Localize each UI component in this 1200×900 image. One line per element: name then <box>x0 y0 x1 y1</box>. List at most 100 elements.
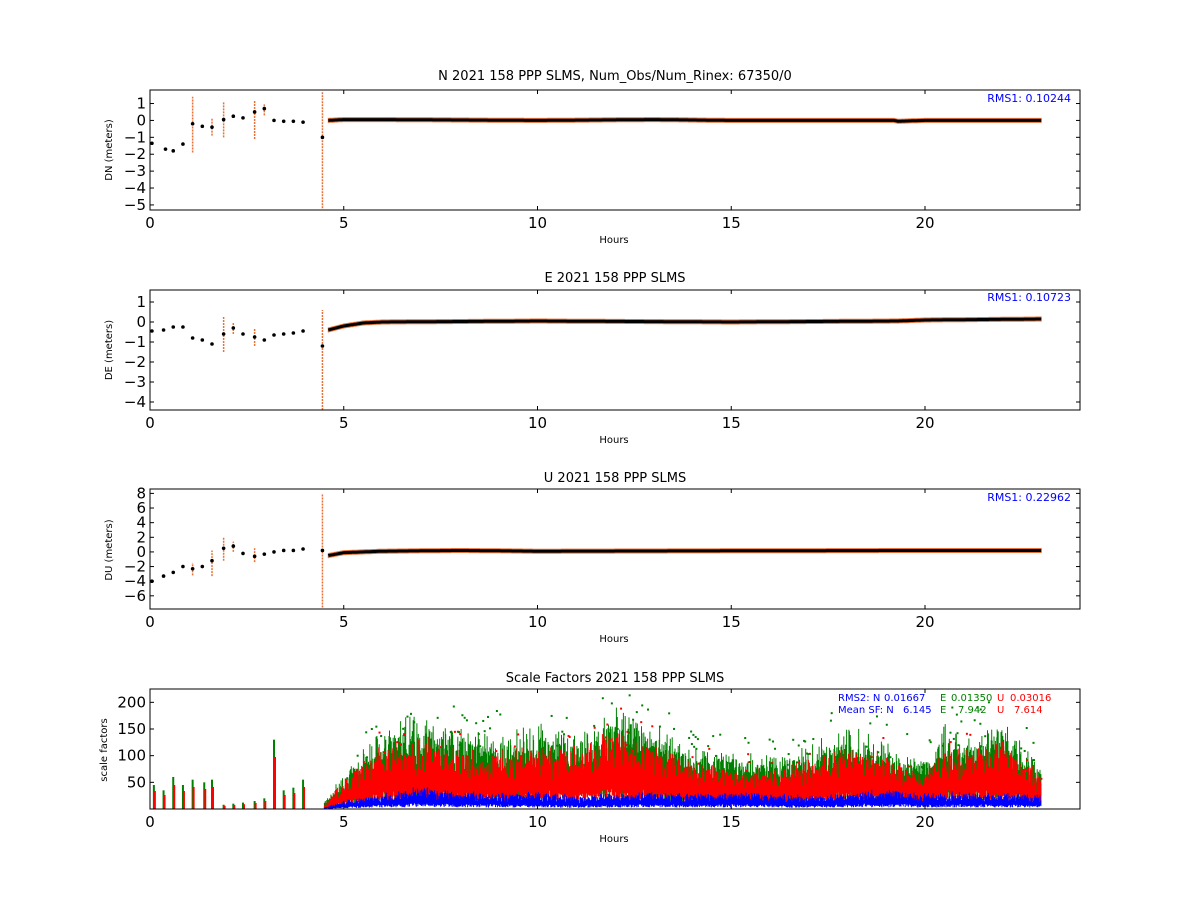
scale-factor-outlier <box>830 712 833 715</box>
scale-factor-outlier <box>641 704 644 707</box>
scale-factor-outlier <box>463 716 466 719</box>
north-ytick-label: −4 <box>124 179 146 197</box>
scale-factor-outlier <box>951 706 954 709</box>
east-position-track <box>327 317 1042 332</box>
scale-factor-outlier <box>721 769 724 772</box>
scale-factor-outlier <box>356 754 359 757</box>
east-xtick-label: 15 <box>722 414 741 432</box>
east-data-point <box>262 338 267 342</box>
scale-factor-outlier <box>626 730 629 733</box>
scale-factor-outlier <box>616 728 619 731</box>
scale-factor-outlier <box>812 738 815 741</box>
scale-factor-outlier <box>976 706 979 709</box>
scale-factor-outlier <box>1025 726 1028 729</box>
east-data-point <box>210 342 214 346</box>
scale-factor-outlier <box>461 714 464 717</box>
up-data-point <box>181 564 185 569</box>
scale-factor-outlier <box>747 753 750 756</box>
scale-factor-n-series <box>323 787 1042 809</box>
up-ytick-label: 0 <box>136 543 146 561</box>
up-data-point <box>231 544 236 548</box>
scale-factor-outlier <box>1032 741 1035 744</box>
scale-factor-outlier <box>458 743 461 746</box>
north-ytick-label: 1 <box>136 95 146 113</box>
scale-factor-outlier <box>459 733 462 736</box>
legend-meansf-n: 6.145 <box>903 705 932 716</box>
scale-factor-outlier <box>439 746 442 749</box>
scale-factor-xtick-label: 10 <box>528 813 547 831</box>
scale-factor-outlier <box>870 756 873 759</box>
scale-factor-outlier <box>403 733 406 736</box>
scale-factor-outlier <box>885 723 888 726</box>
scale-factor-outlier <box>694 736 697 739</box>
scale-factor-outlier <box>952 737 955 740</box>
scale-factor-outlier <box>403 734 406 737</box>
scale-factor-outlier <box>804 740 807 743</box>
east-data-point <box>252 335 257 339</box>
scale-factor-axes-frame <box>149 688 1081 810</box>
up-xtick-label: 5 <box>339 613 349 631</box>
north-data-point <box>221 117 226 122</box>
scale-factor-outlier <box>495 750 498 753</box>
north-xtick-label: 10 <box>528 214 547 232</box>
scale-factor-outlier <box>869 722 872 725</box>
north-xtick-label: 5 <box>339 214 349 232</box>
scale-factor-outlier <box>561 730 564 733</box>
scale-factor-outlier <box>714 754 717 757</box>
up-position-track <box>327 549 1042 558</box>
scale-factor-outlier <box>920 766 923 769</box>
legend-meansf-e-label: E <box>940 705 946 716</box>
scale-factor-outlier <box>960 720 963 723</box>
up-data-point <box>262 552 267 556</box>
scale-factor-xtick-label: 5 <box>339 813 349 831</box>
up-ylabel: DU (meters) <box>104 519 115 580</box>
scale-factor-outlier <box>479 745 482 748</box>
scale-factor-outlier <box>629 731 632 734</box>
east-data-point <box>320 344 325 348</box>
north-data-point <box>163 147 168 151</box>
up-ytick-label: 4 <box>136 514 146 532</box>
north-data-point <box>171 149 176 153</box>
up-ytick-label: −4 <box>124 572 146 590</box>
scale-factor-outlier <box>949 755 952 758</box>
east-title: E 2021 158 PPP SLMS <box>544 271 685 286</box>
scale-factor-outlier <box>640 721 643 724</box>
north-marks <box>150 91 1042 209</box>
up-data-point <box>252 554 257 559</box>
east-ytick-label: 1 <box>136 293 146 311</box>
north-ytick-label: −5 <box>124 196 146 214</box>
up-data-point <box>281 548 286 553</box>
scale-factor-outlier <box>601 697 604 700</box>
scale-factor-outlier <box>797 744 800 747</box>
up-data-point <box>171 570 176 575</box>
scale-factor-outlier <box>808 752 811 755</box>
east-data-point <box>231 326 236 330</box>
scale-factor-xtick-label: 0 <box>145 813 155 831</box>
legend-rms2-label: RMS2: N <box>838 693 880 704</box>
north-xtick-label: 0 <box>145 214 155 232</box>
scale-factor-outlier <box>770 762 773 765</box>
scale-factor-title: Scale Factors 2021 158 PPP SLMS <box>506 671 725 686</box>
scale-factor-u-series <box>323 733 1042 809</box>
scale-factor-outlier <box>949 741 952 744</box>
east-panel: E 2021 158 PPP SLMS RMS1: 0.10723 Hours … <box>104 271 1081 446</box>
east-xtick-label: 5 <box>339 414 349 432</box>
east-xlabel: Hours <box>599 435 628 446</box>
north-xlabel: Hours <box>599 235 628 246</box>
scale-factor-outlier <box>979 745 982 748</box>
scale-factor-outlier <box>906 733 909 736</box>
scale-factor-outlier <box>413 721 416 724</box>
east-axes-frame <box>149 289 1081 411</box>
scale-factor-outlier <box>406 715 409 718</box>
scale-factor-outlier <box>606 723 609 726</box>
scale-factor-ytick-label: 100 <box>117 747 146 765</box>
scale-factor-outlier <box>383 751 386 754</box>
scale-factor-outlier <box>378 731 381 734</box>
east-ytick-label: −1 <box>124 333 146 351</box>
legend-rms2-e-label: E <box>940 693 946 704</box>
scale-factor-outlier <box>452 705 455 708</box>
scale-factor-outlier <box>1033 759 1036 762</box>
scale-factor-outlier <box>550 714 553 717</box>
north-data-point <box>272 118 276 123</box>
